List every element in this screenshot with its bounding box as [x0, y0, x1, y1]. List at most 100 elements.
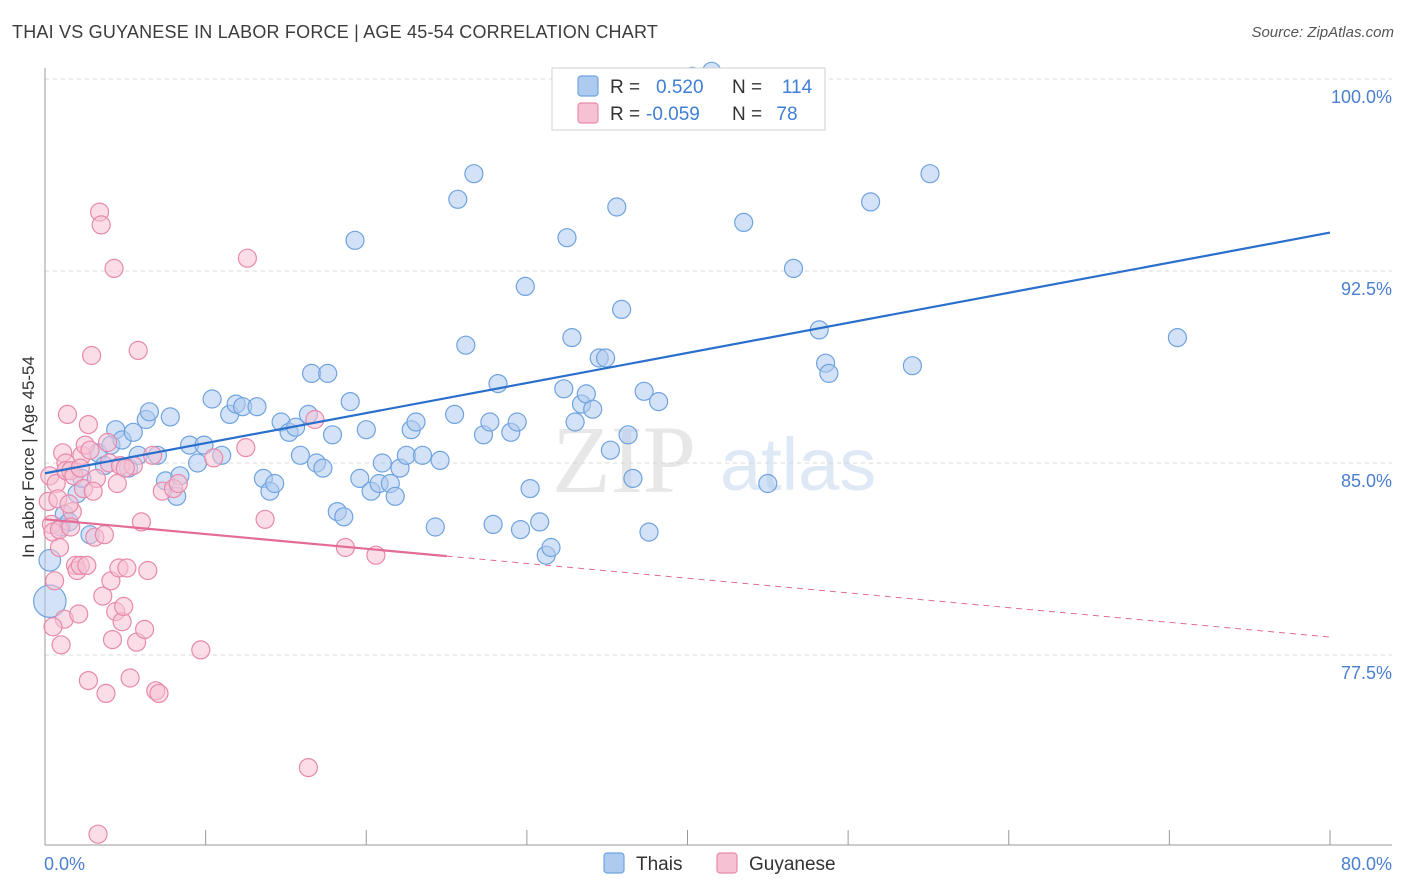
guyanese-point: [49, 537, 70, 558]
thais-point: [520, 479, 540, 499]
guyanese-point: [237, 248, 257, 268]
legend-guyanese-label: Guyanese: [749, 854, 836, 875]
thais-point: [425, 517, 445, 537]
thais-point: [623, 468, 643, 488]
guyanese-point: [120, 668, 140, 688]
thais-point: [819, 363, 839, 383]
y-tick-label: 85.0%: [1341, 471, 1392, 491]
guyanese-point: [51, 635, 71, 655]
guyanese-point: [117, 558, 137, 578]
thais-point: [734, 212, 754, 232]
thais-n-label: N =: [732, 77, 762, 98]
thais-point: [396, 445, 416, 465]
thais-point: [247, 397, 267, 417]
guyanese-point: [78, 670, 99, 691]
guyanese-n-value: 78: [776, 104, 797, 125]
thais-point: [507, 412, 527, 432]
watermark-atlas: atlas: [720, 423, 876, 506]
thais-point: [202, 389, 222, 409]
x-axis-ticks: [44, 830, 1331, 845]
thais-point: [464, 164, 484, 184]
thais-point: [334, 507, 354, 527]
guyanese-point: [135, 619, 155, 640]
thais-point: [456, 335, 476, 355]
y-tick-label: 92.5%: [1341, 279, 1392, 299]
guyanese-point: [57, 404, 78, 424]
thais-point: [648, 392, 669, 412]
guyanese-point: [128, 340, 148, 360]
thais-point: [313, 458, 333, 478]
thais-point: [902, 356, 923, 376]
guyanese-points: [38, 202, 386, 844]
thais-point: [372, 453, 392, 473]
legend-thais-swatch: [603, 852, 625, 874]
guyanese-point: [69, 604, 89, 624]
guyanese-point: [77, 555, 97, 576]
thais-point: [1167, 328, 1188, 348]
guyanese-point: [91, 215, 111, 235]
guyanese-point: [81, 345, 102, 366]
thais-point: [541, 537, 561, 558]
thais-point: [557, 228, 577, 248]
gridlines: [45, 78, 1392, 656]
guyanese-trend-line-extrapolated: [446, 555, 1331, 638]
watermark: ZIP atlas: [552, 406, 876, 513]
guyanese-legend-swatch: [577, 102, 599, 124]
y-tick-label: 100.0%: [1331, 87, 1392, 107]
legend-guyanese-swatch: [716, 852, 738, 874]
thais-points: [32, 61, 1188, 619]
guyanese-point: [83, 481, 103, 501]
thais-point: [160, 407, 180, 427]
thais-point: [600, 440, 621, 460]
guyanese-point: [204, 448, 224, 468]
thais-point: [860, 192, 881, 212]
thais-point: [322, 425, 343, 445]
thais-point: [758, 473, 778, 494]
guyanese-r-label: R =: [610, 104, 640, 125]
guyanese-point: [115, 458, 135, 478]
guyanese-trend-line: [44, 518, 447, 558]
guyanese-point: [80, 440, 100, 460]
x-tick-label-min: 0.0%: [44, 854, 85, 874]
guyanese-point: [114, 596, 134, 617]
thais-point: [510, 519, 531, 540]
thais-point: [554, 379, 574, 399]
thais-point: [515, 276, 535, 296]
thais-r-value: 0.520: [656, 77, 704, 98]
thais-point: [318, 363, 338, 383]
guyanese-point: [138, 560, 158, 581]
thais-legend-swatch: [577, 75, 599, 97]
thais-point: [480, 412, 500, 432]
x-tick-label-max: 80.0%: [1341, 854, 1392, 874]
thais-point: [634, 381, 654, 401]
thais-point: [920, 164, 940, 184]
guyanese-point: [191, 640, 211, 660]
thais-point: [350, 468, 370, 488]
thais-n-value: 114: [782, 77, 813, 98]
guyanese-r-value: -0.059: [646, 104, 700, 125]
thais-point: [290, 445, 310, 465]
guyanese-point: [168, 473, 188, 494]
guyanese-n-label: N =: [732, 104, 762, 125]
bottom-legend: Thais Guyanese: [603, 852, 836, 875]
y-tick-labels: 77.5% 85.0% 92.5% 100.0%: [1331, 87, 1392, 683]
thais-point: [302, 363, 322, 383]
source-label: Source: ZipAtlas.com: [1251, 24, 1394, 41]
guyanese-point: [104, 258, 124, 278]
thais-point: [385, 486, 405, 506]
guyanese-point: [298, 757, 318, 778]
guyanese-point: [78, 415, 99, 435]
thais-point: [356, 420, 376, 440]
guyanese-point: [97, 432, 118, 453]
chart-title: THAI VS GUYANESE IN LABOR FORCE | AGE 45…: [12, 22, 659, 42]
thais-point: [483, 514, 503, 535]
thais-point: [583, 399, 603, 419]
thais-point: [530, 512, 550, 532]
guyanese-point: [236, 438, 256, 458]
thais-point: [345, 230, 365, 250]
y-axis-title: In Labor Force | Age 45-54: [19, 356, 38, 558]
thais-point: [188, 453, 208, 473]
guyanese-point: [102, 629, 123, 650]
trend-lines: [44, 231, 1331, 638]
